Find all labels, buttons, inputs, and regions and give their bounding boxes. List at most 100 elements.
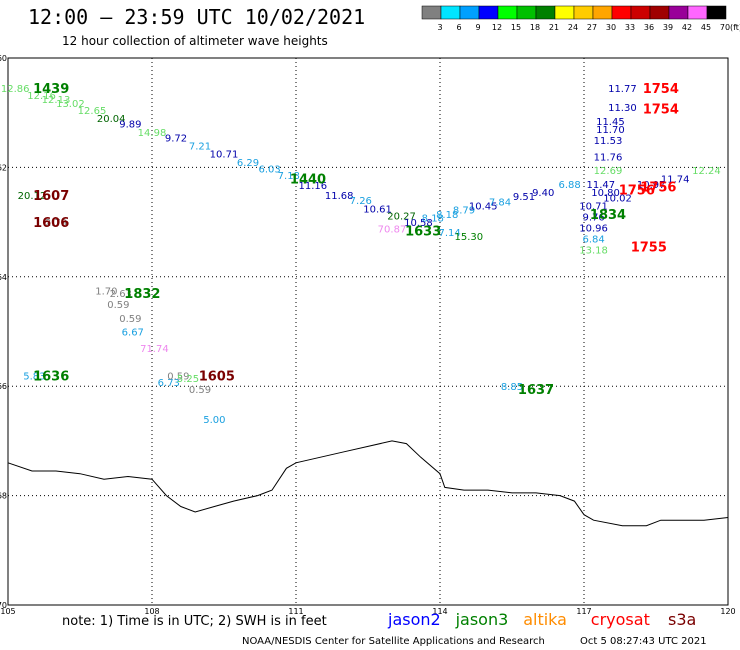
y-tick-label: 66: [0, 382, 7, 391]
wave-height-label: 6.67: [122, 328, 144, 339]
colorbar-label: 6: [456, 23, 461, 32]
wave-height-label: 0.59: [107, 300, 129, 311]
x-tick-label: 111: [288, 607, 303, 616]
pass-time-label: 1633: [405, 224, 441, 239]
wave-height-label: 10.45: [469, 202, 498, 213]
wave-height-label: 8.79: [453, 206, 475, 217]
wave-height-label: 7.18: [278, 171, 300, 182]
y-tick-label: 62: [0, 163, 7, 172]
wave-height-label: 11.74: [661, 174, 690, 185]
colorbar-label: 27: [587, 23, 597, 32]
colorbar-swatch: [630, 5, 651, 20]
satellite-legend: jason2 jason3 altika cryosat s3a: [387, 610, 696, 629]
wave-height-label: 12.86: [1, 84, 30, 95]
wave-height-label: 10.58: [404, 218, 433, 229]
legend-jason2: jason2: [387, 610, 441, 629]
wave-height-label: 12.65: [78, 106, 107, 117]
colorbar-swatch: [535, 5, 556, 20]
wave-height-label: 0.59: [119, 314, 141, 325]
wave-height-label: 2.79: [45, 218, 67, 229]
colorbar-label: 24: [568, 23, 578, 32]
chart-subtitle: 12 hour collection of altimeter wave hei…: [62, 34, 328, 48]
pass-time-label: 1605: [199, 369, 235, 384]
colorbar-label: 9: [475, 23, 480, 32]
legend-note: note: 1) Time is in UTC; 2) SWH is in fe…: [62, 614, 327, 629]
x-tick-label: 120: [720, 607, 735, 616]
colorbar-swatch: [573, 5, 594, 20]
wave-height-label: 6.29: [237, 158, 259, 169]
wave-height-label: 12.69: [594, 166, 623, 177]
colorbar-label: 30: [606, 23, 616, 32]
pass-time-label: 1607: [33, 189, 69, 204]
pass-time-label: 1439: [33, 82, 69, 97]
wave-height-label: 9.76: [582, 213, 604, 224]
x-tick-label: 114: [432, 607, 447, 616]
wave-height-label: 8.85: [501, 382, 523, 393]
colorbar-label: 36: [644, 23, 654, 32]
wave-height-label: 10.96: [579, 224, 608, 235]
pass-time-label: 1754: [643, 82, 679, 97]
wave-height-label: 6.88: [558, 180, 580, 191]
wave-height-label: 71.74: [140, 344, 169, 355]
wave-height-label: 13.02: [56, 99, 85, 110]
pass-time-label: 1606: [33, 216, 69, 231]
wave-height-label: 70.87: [378, 225, 407, 236]
wave-height-label: 9.51: [513, 192, 535, 203]
wave-height-label: 5.25: [177, 374, 199, 385]
legend-jason3: jason3: [455, 610, 509, 629]
colorbar-label: 70: [720, 23, 730, 32]
wave-height-label: 20.12: [18, 191, 47, 202]
wave-height-label: 0.59: [189, 385, 211, 396]
colorbar-label: 42: [682, 23, 692, 32]
colorbar-swatch: [459, 5, 480, 20]
pass-labels: 1439 1440 1607 1606 1633 1832 1636 1605 1637 1754…: [33, 82, 679, 398]
pass-time-label: 1756: [619, 183, 655, 198]
x-tick-label: 117: [576, 607, 591, 616]
wave-height-label: 10.02: [603, 193, 632, 204]
wave-height-label: 11.68: [325, 191, 354, 202]
wave-height-label: 7.84: [489, 197, 511, 208]
wave-height-label: 11.30: [608, 103, 637, 114]
timestamp: Oct 5 08:27:43 UTC 2021: [580, 636, 707, 647]
wave-height-label: 12.24: [692, 166, 721, 177]
pass-time-label: 1832: [124, 287, 160, 302]
colorbar-swatch: [649, 5, 670, 20]
wave-height-label: 8.18: [422, 214, 444, 225]
colorbar-swatch: [668, 5, 689, 20]
colorbar-swatch: [421, 5, 442, 20]
wave-height-label: 8.18: [436, 210, 458, 221]
wave-height-label: 10.71: [210, 150, 239, 161]
wave-height-label: 12.16: [27, 91, 56, 102]
wave-height-label: 6.84: [582, 235, 604, 246]
credit-text: NOAA/NESDIS Center for Satellite Applica…: [242, 636, 545, 647]
colorbar-swatch: [478, 5, 499, 20]
pass-time-label: 1636: [33, 369, 69, 384]
colorbar-swatch: [611, 5, 632, 20]
wave-height-label: 9.72: [165, 133, 187, 144]
colorbar-swatch: [516, 5, 537, 20]
wave-height-label: 9.40: [532, 188, 554, 199]
legend-altika: altika: [523, 610, 567, 629]
wave-height-label: 0.59: [167, 371, 189, 382]
wave-height-label: 6.73: [158, 378, 180, 389]
wave-height-label: 20.27: [387, 212, 416, 223]
y-tick-label: 68: [0, 492, 7, 501]
wave-height-label: 11.70: [596, 125, 625, 136]
coastline: [7, 440, 729, 527]
wave-height-label: 6.03: [258, 164, 280, 175]
legend-cryosat: cryosat: [591, 610, 650, 629]
wave-height-label: 9.89: [119, 120, 141, 131]
colorbar-label: 45: [701, 23, 711, 32]
wave-height-label: 13.18: [579, 245, 608, 256]
colorbar-swatch: [592, 5, 613, 20]
y-tick-label: 60: [0, 54, 7, 63]
pass-time-label: 1834: [590, 208, 626, 223]
wave-height-label: 11.53: [594, 136, 623, 147]
data-points: 12.8612.1612.1313.0212.6520.049.8914.989…: [1, 84, 721, 426]
y-tick-label: 64: [0, 273, 7, 282]
wave-height-label: 14.98: [138, 128, 167, 139]
pass-time-label: 1754: [643, 102, 679, 117]
wave-height-label: 11.76: [594, 152, 623, 163]
